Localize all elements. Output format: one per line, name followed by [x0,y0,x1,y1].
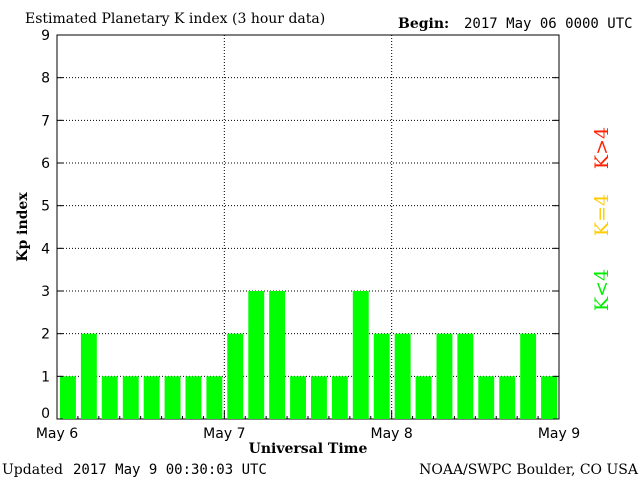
kp-bar [331,376,348,419]
y-tick-label: 9 [41,28,50,44]
kp-bar [457,333,474,419]
x-axis-label: Universal Time [249,441,368,457]
kp-bar [520,333,537,419]
kp-bar [394,333,411,419]
begin-value: 2017 May 06 0000 UTC [464,16,633,32]
y-tick-label: 8 [41,71,50,87]
x-tick-label: May 8 [371,426,413,442]
begin-label: Begin: [398,16,449,32]
kp-bar [206,376,223,419]
x-ticks: May 6 May 7 May 8 May 9 [36,411,580,442]
grid-lines [57,35,559,419]
y-tick-label: 1 [41,369,50,385]
x-tick-label: May 9 [538,426,580,442]
kp-bar [143,376,160,419]
chart-title: Estimated Planetary K index (3 hour data… [25,11,325,27]
kp-bar [290,376,306,419]
bars-group [60,291,557,419]
y-tick-label: 4 [41,241,50,257]
source-credit: NOAA/SWPC Boulder, CO USA [419,462,639,478]
kp-bar [122,376,139,419]
x-tick-label: May 7 [203,426,245,442]
kp-bar [499,376,516,419]
kp-bar [478,376,495,419]
kp-bar [373,333,390,419]
updated-label: Updated [2,462,63,478]
y-tick-label: 6 [41,156,50,172]
y-tick-label: 0 [41,406,50,422]
kp-bar [227,333,244,419]
kp-bar [311,376,327,419]
plot-area [56,34,560,420]
kp-bar [248,291,265,419]
kp-bar [80,333,97,419]
kp-bar [101,376,118,419]
kp-bar [415,376,432,419]
y-tick-label: 3 [41,284,50,300]
x-tick-label: May 6 [36,426,78,442]
y-tick-label: 7 [41,113,50,129]
kp-bar [541,376,557,419]
y-tick-label: 2 [41,327,50,343]
kp-bar [352,291,369,419]
updated-value: 2017 May 9 00:30:03 UTC [73,462,267,478]
y-ticks: 0 1 2 3 4 5 6 7 8 9 [41,28,559,422]
legend-high: K>4 [591,127,613,169]
kp-bar [164,376,181,419]
legend-mid: K=4 [591,194,613,236]
y-tick-label: 5 [41,199,50,215]
kp-bar [269,291,286,419]
kp-bar [436,333,453,419]
y-axis-label: Kp index [15,192,31,262]
kp-bar [185,376,202,419]
kp-bar [60,376,76,419]
legend-low: K<4 [591,269,613,311]
